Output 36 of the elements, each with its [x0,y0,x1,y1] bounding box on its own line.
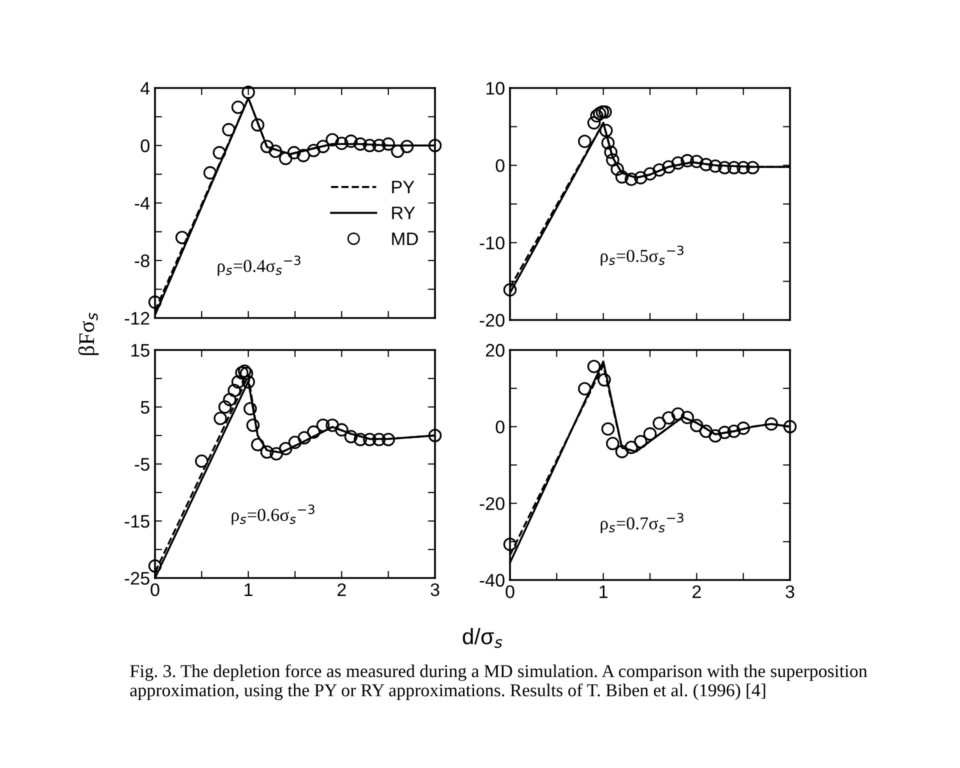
y-tick-label: -12 [124,312,150,325]
y-tick-label: -4 [134,197,150,210]
annotation: ρ$_{s}$=0.5σ$_{s}$$^{−3}$ [600,246,684,266]
y-tick-label: -25 [124,572,150,585]
caption: Fig. 3. The depletion force as measured during a MD simulation. A comparison with the superposition approximation, using the PY or RY approximations. Results of T. Biben et al. (1996) [4] [130,664,868,700]
legend-label: MD [392,232,418,246]
x-tick-label: 3 [786,585,794,598]
x-tick-label: 2 [338,583,346,596]
y-tick-label: 0 [496,420,504,434]
x-tick-label: 3 [430,583,440,596]
y-tick-label: -40 [480,574,504,587]
legend-label: RY [392,206,416,220]
y-tick-label: -15 [124,515,150,528]
y-tick-label: 10 [486,82,504,95]
y-tick-label: 4 [140,82,150,95]
y-tick-label: -8 [134,254,150,268]
x-tick-label: 2 [692,585,701,598]
y-tick-label: 5 [140,401,150,414]
x-tick-label: 0 [150,583,160,596]
y-tick-label: -10 [480,236,504,250]
y-tick-label: -20 [480,314,504,327]
y-tick-label: 0 [140,139,150,152]
x-axis-title: d/σ$_{s}$ [462,628,502,648]
annotation: ρ$_{s}$=0.7σ$_{s}$$^{−3}$ [600,512,684,534]
y-axis-title: βFσ$_{s}$ [78,312,99,355]
x-tick-label: 1 [600,586,608,598]
y-tick-label: 20 [486,344,504,357]
y-tick-label: 0 [496,159,504,172]
annotation: ρ$_{s}$=0.4σ$_{s}$$^{−3}$ [218,256,300,276]
legend-label: PY [392,180,414,194]
x-tick-label: 1 [244,584,252,596]
y-tick-label: -5 [134,458,150,471]
y-tick-label: 15 [131,344,150,357]
annotation: ρ$_{s}$=0.6σ$_{s}$$^{−3}$ [232,504,314,525]
x-tick-label: 0 [506,585,514,598]
y-tick-label: -20 [480,497,504,510]
